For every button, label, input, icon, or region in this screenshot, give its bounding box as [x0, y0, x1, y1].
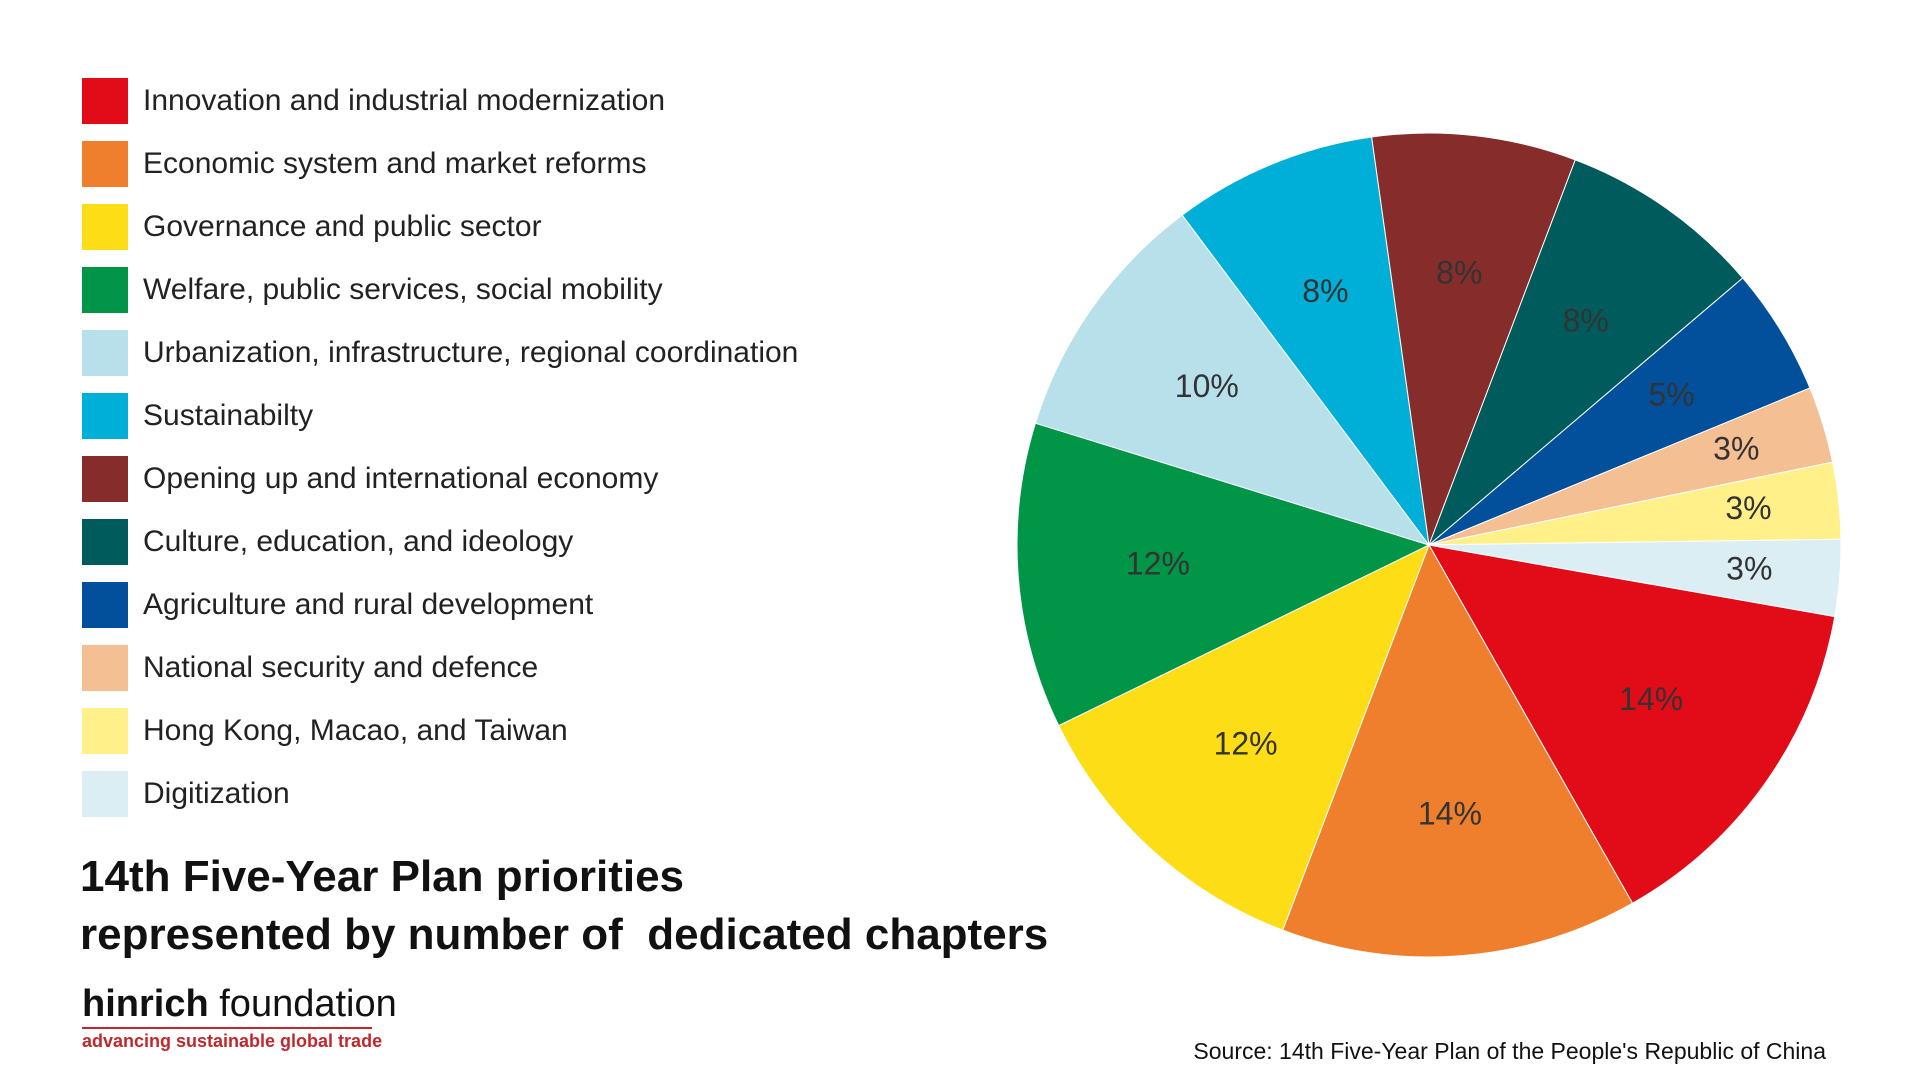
pie-slice: [1428, 538, 1842, 618]
legend-swatch: [82, 456, 128, 502]
chart-title: 14th Five-Year Plan priorities represent…: [80, 848, 1048, 964]
legend-item: Economic system and market reforms: [82, 141, 646, 187]
legend-label: Digitization: [143, 777, 290, 810]
legend-swatch: [82, 519, 128, 565]
pie-slice: [1016, 422, 1431, 727]
legend-swatch: [82, 78, 128, 124]
legend-label: Agriculture and rural development: [143, 588, 594, 621]
slice-data-label: 8%: [1563, 302, 1609, 338]
legend-item: Culture, education, and ideology: [82, 519, 573, 565]
pie-slice: [1034, 214, 1431, 546]
legend-swatch: [82, 645, 128, 691]
legend-label: Economic system and market reforms: [143, 147, 647, 180]
legend-item: Urbanization, infrastructure, regional c…: [82, 330, 798, 376]
legend-item: Digitization: [82, 771, 290, 817]
slice-data-label: 5%: [1648, 376, 1694, 412]
slice-data-label: 12%: [1214, 725, 1278, 761]
legend-label: Governance and public sector: [143, 210, 542, 243]
pie-slice: [1428, 159, 1744, 546]
brand-name: hinrich foundation: [82, 983, 397, 1025]
legend-item: Sustainabilty: [82, 393, 313, 439]
legend-swatch: [82, 708, 128, 754]
legend-label: Innovation and industrial modernization: [143, 84, 665, 117]
legend-item: Governance and public sector: [82, 204, 542, 250]
pie-slice: [1282, 543, 1634, 958]
legend-swatch: [82, 771, 128, 817]
pie-slice: [1371, 132, 1576, 546]
legend-label: National security and defence: [143, 651, 539, 684]
legend-item: Welfare, public services, social mobilit…: [82, 267, 663, 313]
legend-swatch: [82, 267, 128, 313]
legend-swatch: [82, 330, 128, 376]
slice-data-label: 3%: [1726, 550, 1772, 586]
legend-label: Sustainabilty: [143, 399, 314, 432]
pie-slice: [1181, 136, 1430, 546]
legend-swatch: [82, 393, 128, 439]
legend-swatch: [82, 141, 128, 187]
hinrich-foundation-logo: hinrich foundation advancing sustainable…: [82, 983, 397, 1053]
brand-name-bold: hinrich: [82, 983, 209, 1025]
brand-tagline: advancing sustainable global trade: [82, 1031, 383, 1051]
pie-slice: [1428, 544, 1836, 904]
legend-item: National security and defence: [82, 645, 538, 691]
legend-swatch: [82, 204, 128, 250]
legend-item: Opening up and international economy: [82, 456, 658, 502]
legend-swatch: [82, 582, 128, 628]
slice-data-label: 10%: [1175, 368, 1239, 404]
legend-label: Hong Kong, Macao, and Taiwan: [143, 714, 568, 747]
slice-data-label: 14%: [1418, 796, 1482, 832]
slice-data-label: 12%: [1126, 545, 1190, 581]
chart-title-line-2: represented by number of dedicated chapt…: [80, 910, 1049, 959]
slice-data-label: 8%: [1302, 273, 1348, 309]
slice-data-label: 3%: [1725, 490, 1771, 526]
legend-label: Culture, education, and ideology: [143, 525, 574, 558]
chart-title-line-1: 14th Five-Year Plan priorities: [80, 852, 685, 901]
brand-name-light: foundation: [219, 983, 397, 1025]
legend-label: Urbanization, infrastructure, regional c…: [143, 336, 799, 369]
legend-item: Agriculture and rural development: [82, 582, 593, 628]
source-note: Source: 14th Five-Year Plan of the Peopl…: [1193, 1038, 1826, 1064]
legend-label: Welfare, public services, social mobilit…: [143, 273, 663, 306]
legend-label: Opening up and international economy: [143, 462, 659, 495]
legend-item: Innovation and industrial modernization: [82, 78, 665, 124]
slice-data-label: 8%: [1436, 254, 1482, 290]
slice-data-label: 3%: [1713, 430, 1759, 466]
legend-item: Hong Kong, Macao, and Taiwan: [82, 708, 568, 754]
brand-divider: [82, 1027, 372, 1029]
pie-slice: [1058, 543, 1430, 931]
slice-data-label: 14%: [1619, 681, 1683, 717]
